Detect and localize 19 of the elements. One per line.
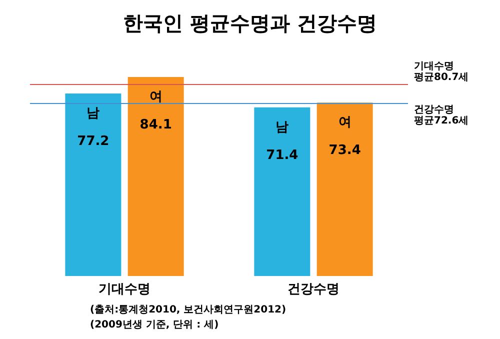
- x-tick-label: 기대수명: [98, 282, 150, 297]
- bar: [316, 102, 374, 277]
- data-label: 77.2: [77, 134, 110, 149]
- ref-line-label: 기대수명 평균80.7세: [414, 61, 469, 84]
- text: 남: [276, 120, 289, 135]
- data-label: 84.1: [140, 118, 172, 132]
- series-label: 여: [149, 90, 162, 104]
- bar: [126, 76, 185, 277]
- chart-title: 한국인 평균수명과 건강수명: [123, 11, 377, 35]
- bar: [253, 106, 312, 277]
- ref-line-label: 건강수명 평균72.6세: [414, 104, 469, 126]
- text: (출처:통계청2010, 보건사회연구원2012): [90, 304, 286, 316]
- data-label: 71.4: [266, 148, 298, 163]
- text: (2009년생 기준, 단위 : 세): [90, 320, 219, 330]
- bar: [64, 92, 122, 277]
- series-label: 남: [86, 106, 100, 121]
- x-tick-label: 건강수명: [288, 282, 340, 297]
- text: 여: [338, 115, 352, 130]
- data-label: 73.4: [328, 143, 361, 158]
